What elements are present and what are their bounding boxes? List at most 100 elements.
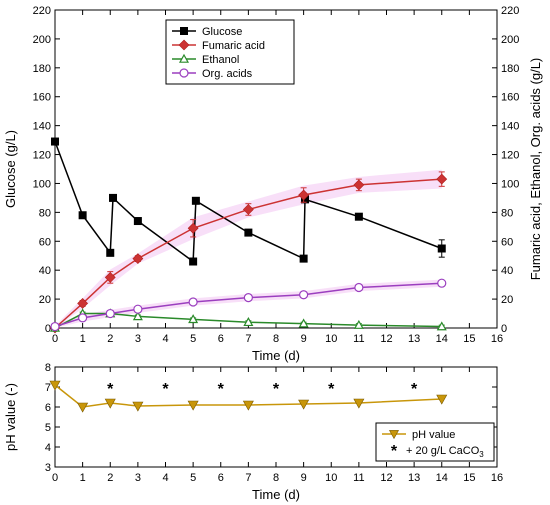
bottom-left-y-tick-label: 5 bbox=[45, 422, 51, 434]
top-right-y-tick-label: 140 bbox=[501, 121, 519, 133]
top-left-y-tick-label: 20 bbox=[39, 294, 51, 306]
bottom-x-tick-label: 0 bbox=[52, 472, 58, 484]
bottom-x-tick-label: 7 bbox=[245, 472, 251, 484]
data-point-ph bbox=[77, 402, 89, 413]
top-left-y-tick-label: 180 bbox=[33, 63, 51, 75]
data-point-glucose bbox=[244, 228, 253, 237]
legend-caco3-subscript: 3 bbox=[479, 450, 484, 459]
data-point-glucose bbox=[133, 217, 142, 226]
series-ribbon-1 bbox=[55, 169, 442, 328]
data-point-ph bbox=[49, 380, 61, 391]
top-left-y-tick-label: 40 bbox=[39, 265, 51, 277]
top-right-y-tick-label: 100 bbox=[501, 178, 519, 190]
data-point-fumaric-acid bbox=[298, 189, 310, 201]
bottom-left-y-tick-label: 6 bbox=[45, 402, 51, 414]
bottom-x-tick-label: 15 bbox=[463, 472, 475, 484]
legend-label: Ethanol bbox=[202, 54, 239, 66]
legend-marker bbox=[180, 27, 188, 35]
bottom-x-tick-label: 13 bbox=[408, 472, 420, 484]
caco3-star: * bbox=[411, 381, 418, 398]
top-right-y-tick-label: 80 bbox=[501, 207, 513, 219]
top-left-y-tick-label: 140 bbox=[33, 121, 51, 133]
top-x-tick-label: 12 bbox=[380, 333, 392, 345]
top-left-y-tick-label: 60 bbox=[39, 236, 51, 248]
bottom-x-tick-label: 1 bbox=[80, 472, 86, 484]
top-x-tick-label: 11 bbox=[353, 333, 364, 345]
data-point-org-acids bbox=[299, 290, 309, 300]
legend-star-marker: * bbox=[391, 443, 398, 460]
top-x-tick-label: 10 bbox=[325, 333, 337, 345]
top-left-y-tick-label: 200 bbox=[33, 34, 51, 46]
data-point-glucose bbox=[301, 195, 310, 204]
data-point-glucose bbox=[299, 254, 308, 263]
bottom-left-y-tick-label: 4 bbox=[45, 442, 51, 454]
data-point-ethanol bbox=[188, 314, 199, 324]
legend-marker bbox=[179, 68, 189, 78]
bottom-x-tick-label: 11 bbox=[353, 472, 364, 484]
bottom-y-ticks: 3 4 5 6 7 8 bbox=[45, 362, 497, 474]
data-point-glucose bbox=[354, 212, 363, 221]
top-right-y-tick-label: 220 bbox=[501, 5, 519, 17]
bottom-legend-box bbox=[375, 422, 495, 462]
caco3-star: * bbox=[273, 381, 280, 398]
bottom-left-y-tick-label: 7 bbox=[45, 382, 51, 394]
top-chart-panel: 0 1 2 3 4 5 6 7 8 9 10 11 12 13 14 15 16 020406080100120… bbox=[3, 5, 543, 363]
caco3-annotation-stars: * * * * * * bbox=[107, 381, 418, 398]
data-point-ethanol bbox=[353, 319, 364, 329]
top-x-tick-label: 4 bbox=[162, 333, 168, 345]
bottom-x-tick-label: 10 bbox=[325, 472, 337, 484]
legend-label: pH value bbox=[412, 429, 455, 441]
bottom-x-tick-label: 14 bbox=[436, 472, 448, 484]
top-right-y-tick-label: 60 bbox=[501, 236, 513, 248]
top-left-y-tick-label: 160 bbox=[33, 92, 51, 104]
data-point-ph bbox=[298, 399, 310, 410]
data-point-glucose bbox=[191, 196, 200, 205]
legend-label: Fumaric acid bbox=[202, 40, 265, 52]
bottom-legend: pH value * + 20 g/L CaCO3 bbox=[375, 422, 495, 462]
data-point-ph bbox=[187, 400, 199, 411]
legend-caco3-text: + 20 g/L CaCO bbox=[406, 445, 480, 457]
data-point-ethanol bbox=[436, 321, 447, 331]
bottom-y-axis-label: pH value (-) bbox=[3, 383, 18, 451]
top-x-tick-label: 13 bbox=[408, 333, 420, 345]
bottom-x-tick-label: 8 bbox=[273, 472, 279, 484]
data-point-org-acids bbox=[437, 278, 447, 288]
data-point-glucose bbox=[106, 248, 115, 257]
data-point-fumaric-acid bbox=[242, 204, 254, 215]
top-x-axis-label: Time (d) bbox=[252, 348, 300, 363]
top-right-y-tick-label: 160 bbox=[501, 92, 519, 104]
top-right-y-tick-label: 180 bbox=[501, 63, 519, 75]
bottom-series-layer bbox=[49, 380, 448, 413]
legend-label: Org. acids bbox=[202, 68, 253, 80]
top-left-y-tick-label: 80 bbox=[39, 207, 51, 219]
data-point-fumaric-acid bbox=[132, 253, 144, 265]
bottom-left-y-tick-label: 8 bbox=[45, 362, 51, 374]
data-point-fumaric-acid bbox=[104, 271, 116, 283]
legend-marker bbox=[178, 53, 190, 63]
series-ribbon-3 bbox=[55, 279, 442, 328]
top-x-tick-label: 2 bbox=[107, 333, 113, 345]
legend-marker bbox=[388, 430, 400, 440]
top-x-tick-label: 14 bbox=[436, 333, 448, 345]
top-right-y-tick-label: 120 bbox=[501, 150, 519, 162]
top-y-axis-label-right: Fumaric acid, Ethanol, Org. acids (g/L) bbox=[528, 58, 543, 281]
bottom-x-tick-label: 3 bbox=[135, 472, 141, 484]
top-right-y-tick-label: 200 bbox=[501, 34, 519, 46]
bottom-x-tick-label: 4 bbox=[162, 472, 168, 484]
top-x-tick-label: 5 bbox=[190, 333, 196, 345]
data-point-org-acids bbox=[50, 321, 60, 332]
top-x-tick-label: 6 bbox=[218, 333, 224, 345]
data-point-glucose bbox=[189, 257, 198, 266]
data-point-org-acids bbox=[105, 308, 115, 319]
legend-label-caco3: + 20 g/L CaCO3 bbox=[406, 445, 484, 459]
data-point-fumaric-acid bbox=[353, 179, 365, 191]
top-x-tick-label: 16 bbox=[491, 333, 503, 345]
data-point-glucose bbox=[109, 193, 118, 202]
data-point-glucose bbox=[51, 137, 59, 146]
caco3-star: * bbox=[328, 381, 335, 398]
data-point-org-acids bbox=[188, 297, 198, 307]
data-point-ph bbox=[104, 398, 116, 409]
bottom-x-tick-label: 2 bbox=[107, 472, 113, 484]
top-y-ticks-left: 0 20 40 60 80 100 120 140 160 180 200 220 bbox=[33, 5, 60, 335]
